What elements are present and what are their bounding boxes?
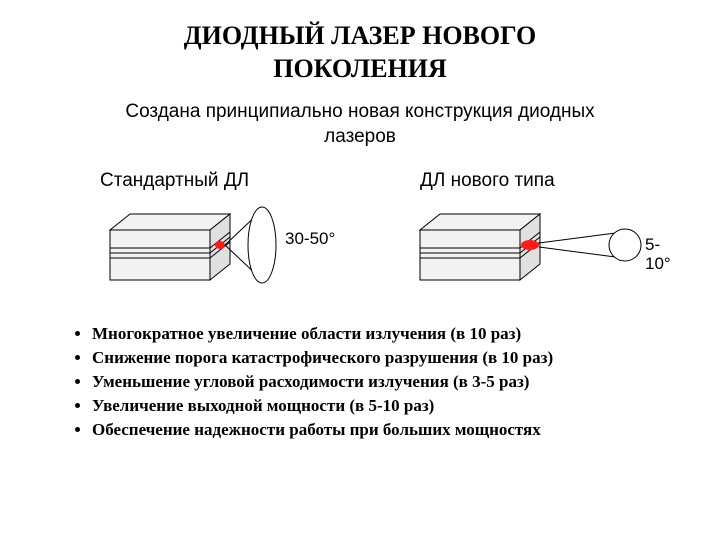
bullet-item: Обеспечение надежности работы при больши… — [92, 420, 670, 440]
diagram-new-laser: 5-10° — [400, 200, 680, 300]
new-laser-icon — [400, 200, 680, 300]
bullet-list: Многократное увеличение области излучени… — [70, 320, 670, 444]
right-column-label: ДЛ нового типа — [420, 170, 555, 192]
slide-title: ДИОДНЫЙ ЛАЗЕР НОВОГО ПОКОЛЕНИЯ — [0, 20, 720, 85]
left-column-label: Стандартный ДЛ — [100, 170, 249, 192]
title-line2: ПОКОЛЕНИЯ — [273, 54, 447, 83]
bullet-item: Увеличение выходной мощности (в 5-10 раз… — [92, 396, 670, 416]
subtitle-line2: лазеров — [324, 126, 396, 147]
bullet-item: Уменьшение угловой расходимости излучени… — [92, 372, 670, 392]
right-angle-label: 5-10° — [645, 236, 680, 273]
title-line1: ДИОДНЫЙ ЛАЗЕР НОВОГО — [184, 21, 537, 50]
diagram-standard-laser: 30-50° — [90, 200, 350, 300]
standard-laser-icon — [90, 200, 350, 300]
slide-subtitle: Создана принципиально новая конструкция … — [0, 100, 720, 149]
bullet-item: Многократное увеличение области излучени… — [92, 324, 670, 344]
subtitle-line1: Создана принципиально новая конструкция … — [125, 101, 594, 122]
left-angle-label: 30-50° — [285, 230, 345, 249]
bullet-item: Снижение порога катастрофического разруш… — [92, 348, 670, 368]
